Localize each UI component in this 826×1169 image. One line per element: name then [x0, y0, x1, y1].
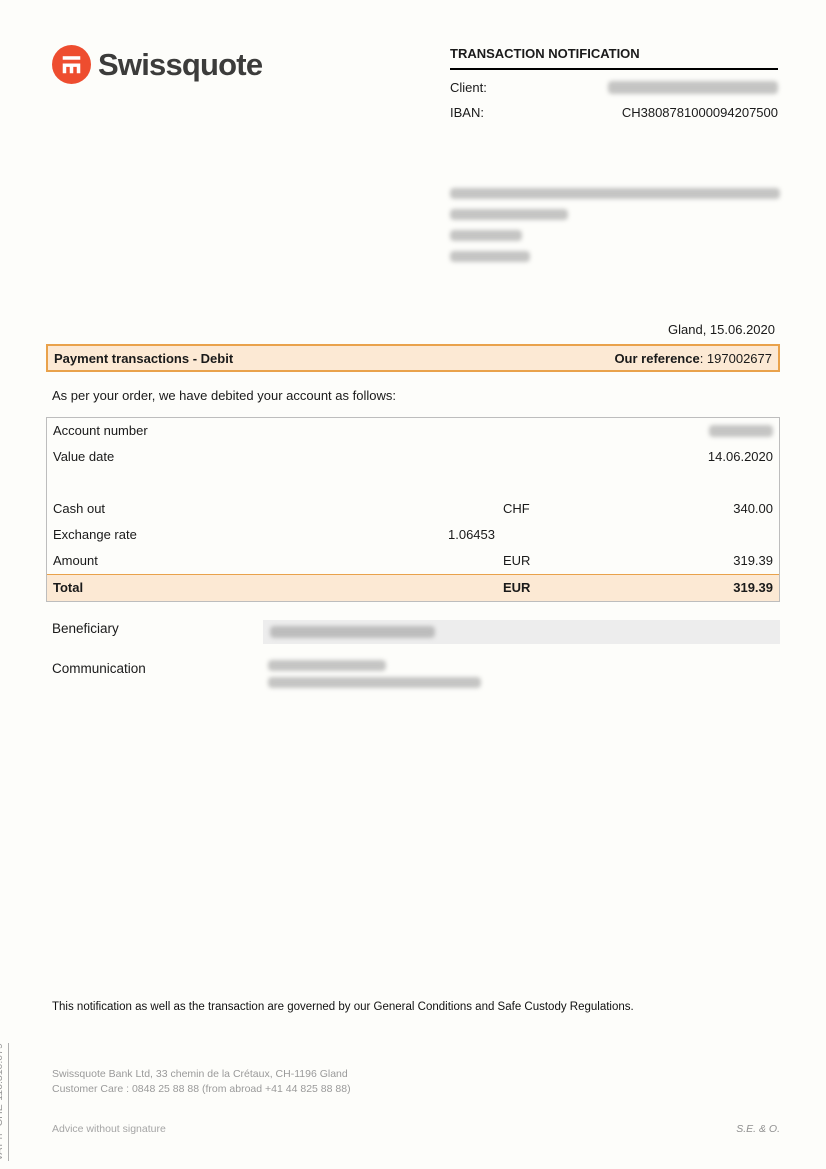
swissquote-bank-icon [52, 45, 91, 84]
communication-line-redacted [268, 677, 481, 688]
our-reference: Our reference: 197002677 [614, 351, 772, 366]
payment-reference-bar: Payment transactions - Debit Our referen… [46, 344, 780, 372]
table-row-amount: Amount EUR 319.39 [47, 548, 779, 574]
iban-label: IBAN: [450, 105, 484, 120]
table-row-account-number: Account number [47, 418, 779, 444]
address-line-redacted [450, 251, 530, 262]
account-number-value-redacted [583, 418, 773, 444]
place-date: Gland, 15.06.2020 [668, 322, 775, 337]
currency-code: EUR [503, 553, 531, 568]
iban-row: IBAN: CH3808781000094207500 [450, 105, 778, 120]
currency-code: EUR [503, 580, 531, 595]
our-reference-label: Our reference [614, 350, 700, 366]
row-label: Amount [53, 553, 98, 568]
communication-label: Communication [52, 661, 146, 676]
our-reference-value: : 197002677 [699, 350, 772, 366]
legal-notice: This notification as well as the transac… [52, 1001, 634, 1013]
table-row-cash-out: Cash out CHF 340.00 [47, 496, 779, 522]
swissquote-logo: Swissquote [52, 45, 263, 84]
brand-name: Swissquote [98, 46, 263, 82]
table-row-total: Total EUR 319.39 [47, 574, 779, 601]
bank-address-line2: Customer Care : 0848 25 88 88 (from abro… [52, 1082, 351, 1095]
table-row-spacer [47, 470, 779, 496]
communication-line-redacted [268, 660, 386, 671]
client-value-redacted [608, 81, 778, 94]
address-line-redacted [450, 230, 522, 241]
iban-value: CH3808781000094207500 [621, 105, 778, 120]
table-row-exchange-rate: Exchange rate 1.06453 [47, 522, 779, 548]
client-row: Client: [450, 80, 778, 95]
client-label: Client: [450, 80, 487, 95]
total-value: 319.39 [733, 580, 773, 595]
vat-number: VAT n° CHE-116.310.079 [0, 1043, 9, 1161]
beneficiary-label: Beneficiary [52, 621, 119, 636]
advice-note: Advice without signature [52, 1123, 166, 1135]
currency-code: CHF [503, 501, 530, 516]
table-row-value-date: Value date 14.06.2020 [47, 444, 779, 470]
recipient-address-redacted [450, 188, 780, 272]
address-line-redacted [450, 209, 568, 220]
bank-address-line1: Swissquote Bank Ltd, 33 chemin de la Cré… [52, 1068, 348, 1080]
beneficiary-value-redacted [270, 626, 435, 638]
row-label: Account number [53, 423, 148, 438]
intro-sentence: As per your order, we have debited your … [52, 388, 396, 403]
seo-note: S.E. & O. [736, 1123, 780, 1135]
address-line-redacted [450, 188, 780, 199]
value-date: 14.06.2020 [707, 449, 773, 464]
exchange-rate-value: 1.06453 [448, 527, 495, 542]
row-label: Total [53, 580, 84, 595]
footer-row: Advice without signature S.E. & O. [52, 1123, 780, 1135]
section-title: Payment transactions - Debit [54, 350, 234, 366]
bank-address: Swissquote Bank Ltd, 33 chemin de la Cré… [52, 1067, 351, 1096]
amount-value: 319.39 [733, 553, 773, 568]
document-header: TRANSACTION NOTIFICATION Client: IBAN: C… [450, 46, 778, 120]
beneficiary-value-band [263, 620, 780, 644]
row-label: Value date [53, 449, 115, 464]
row-label: Exchange rate [53, 527, 137, 542]
cash-out-amount: 340.00 [733, 501, 773, 516]
document-title: TRANSACTION NOTIFICATION [450, 46, 778, 70]
row-label: Cash out [53, 501, 106, 516]
transaction-table: Account number Value date 14.06.2020 Cas… [46, 417, 780, 602]
